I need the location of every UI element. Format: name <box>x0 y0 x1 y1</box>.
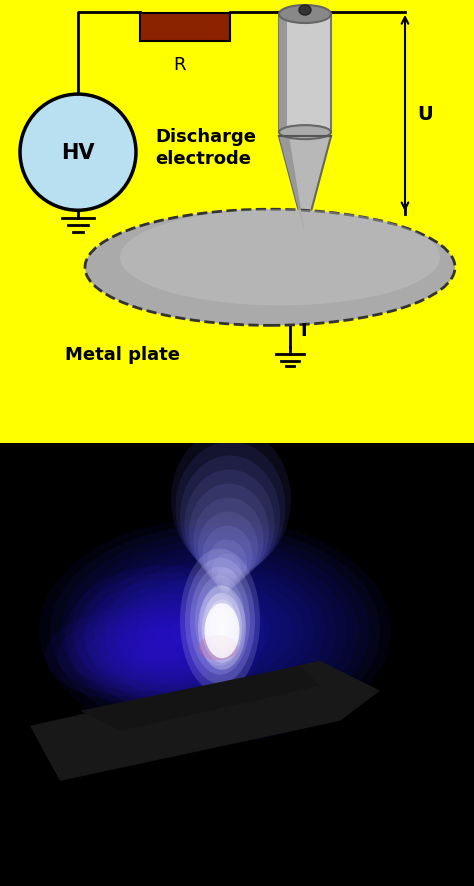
Ellipse shape <box>198 586 246 670</box>
Ellipse shape <box>127 575 303 687</box>
Ellipse shape <box>182 610 248 652</box>
Ellipse shape <box>105 561 325 701</box>
Text: Discharge
electrode: Discharge electrode <box>155 128 256 168</box>
Ellipse shape <box>299 6 311 16</box>
Ellipse shape <box>125 608 205 664</box>
Ellipse shape <box>50 526 380 736</box>
Ellipse shape <box>116 568 314 694</box>
Ellipse shape <box>189 484 269 580</box>
Ellipse shape <box>200 585 240 657</box>
Text: HV: HV <box>61 143 95 163</box>
Ellipse shape <box>115 601 215 671</box>
Ellipse shape <box>70 620 220 692</box>
Ellipse shape <box>210 603 230 639</box>
Ellipse shape <box>61 533 369 729</box>
Text: Metal plate: Metal plate <box>65 346 180 364</box>
Ellipse shape <box>210 607 234 649</box>
Ellipse shape <box>105 594 225 678</box>
Bar <box>279 15 287 133</box>
Ellipse shape <box>95 632 195 680</box>
Ellipse shape <box>39 519 391 743</box>
Polygon shape <box>279 137 331 235</box>
Ellipse shape <box>195 576 245 666</box>
Ellipse shape <box>207 540 247 588</box>
Ellipse shape <box>180 549 260 693</box>
Ellipse shape <box>135 615 195 657</box>
Ellipse shape <box>75 573 255 699</box>
Ellipse shape <box>193 617 237 645</box>
Ellipse shape <box>160 596 270 666</box>
Ellipse shape <box>214 614 230 642</box>
Ellipse shape <box>57 614 233 698</box>
Text: U: U <box>417 105 433 123</box>
Ellipse shape <box>184 470 274 578</box>
Ellipse shape <box>218 621 226 635</box>
Ellipse shape <box>149 589 281 673</box>
Ellipse shape <box>85 580 245 692</box>
Ellipse shape <box>193 498 264 582</box>
Ellipse shape <box>133 650 157 662</box>
Ellipse shape <box>94 554 336 708</box>
Ellipse shape <box>205 594 235 648</box>
Ellipse shape <box>190 567 250 675</box>
Polygon shape <box>279 137 305 235</box>
Ellipse shape <box>206 600 238 656</box>
Ellipse shape <box>45 608 245 704</box>
Ellipse shape <box>171 603 259 659</box>
Ellipse shape <box>198 512 258 584</box>
Ellipse shape <box>180 456 280 576</box>
Bar <box>279 15 331 133</box>
Text: I: I <box>300 322 307 340</box>
Ellipse shape <box>83 547 347 715</box>
Ellipse shape <box>120 210 440 306</box>
Ellipse shape <box>82 626 208 686</box>
Ellipse shape <box>198 635 238 660</box>
Ellipse shape <box>145 622 185 650</box>
Ellipse shape <box>220 582 230 594</box>
Ellipse shape <box>216 568 236 592</box>
Ellipse shape <box>20 95 136 211</box>
Ellipse shape <box>211 554 241 590</box>
Ellipse shape <box>65 566 265 706</box>
Ellipse shape <box>95 587 235 685</box>
Ellipse shape <box>215 612 225 630</box>
Ellipse shape <box>204 603 239 658</box>
Polygon shape <box>30 661 380 781</box>
Ellipse shape <box>175 442 285 574</box>
Ellipse shape <box>72 540 358 722</box>
Ellipse shape <box>138 582 292 680</box>
Bar <box>140 14 230 42</box>
Text: R: R <box>174 56 186 74</box>
Ellipse shape <box>279 126 331 140</box>
Polygon shape <box>80 666 320 731</box>
Ellipse shape <box>120 644 170 668</box>
Ellipse shape <box>202 526 253 586</box>
Ellipse shape <box>171 428 291 572</box>
Ellipse shape <box>155 629 175 643</box>
Ellipse shape <box>108 638 182 674</box>
Ellipse shape <box>202 593 242 663</box>
Ellipse shape <box>85 210 455 326</box>
Ellipse shape <box>185 558 255 684</box>
Ellipse shape <box>204 624 226 638</box>
Ellipse shape <box>279 6 331 24</box>
